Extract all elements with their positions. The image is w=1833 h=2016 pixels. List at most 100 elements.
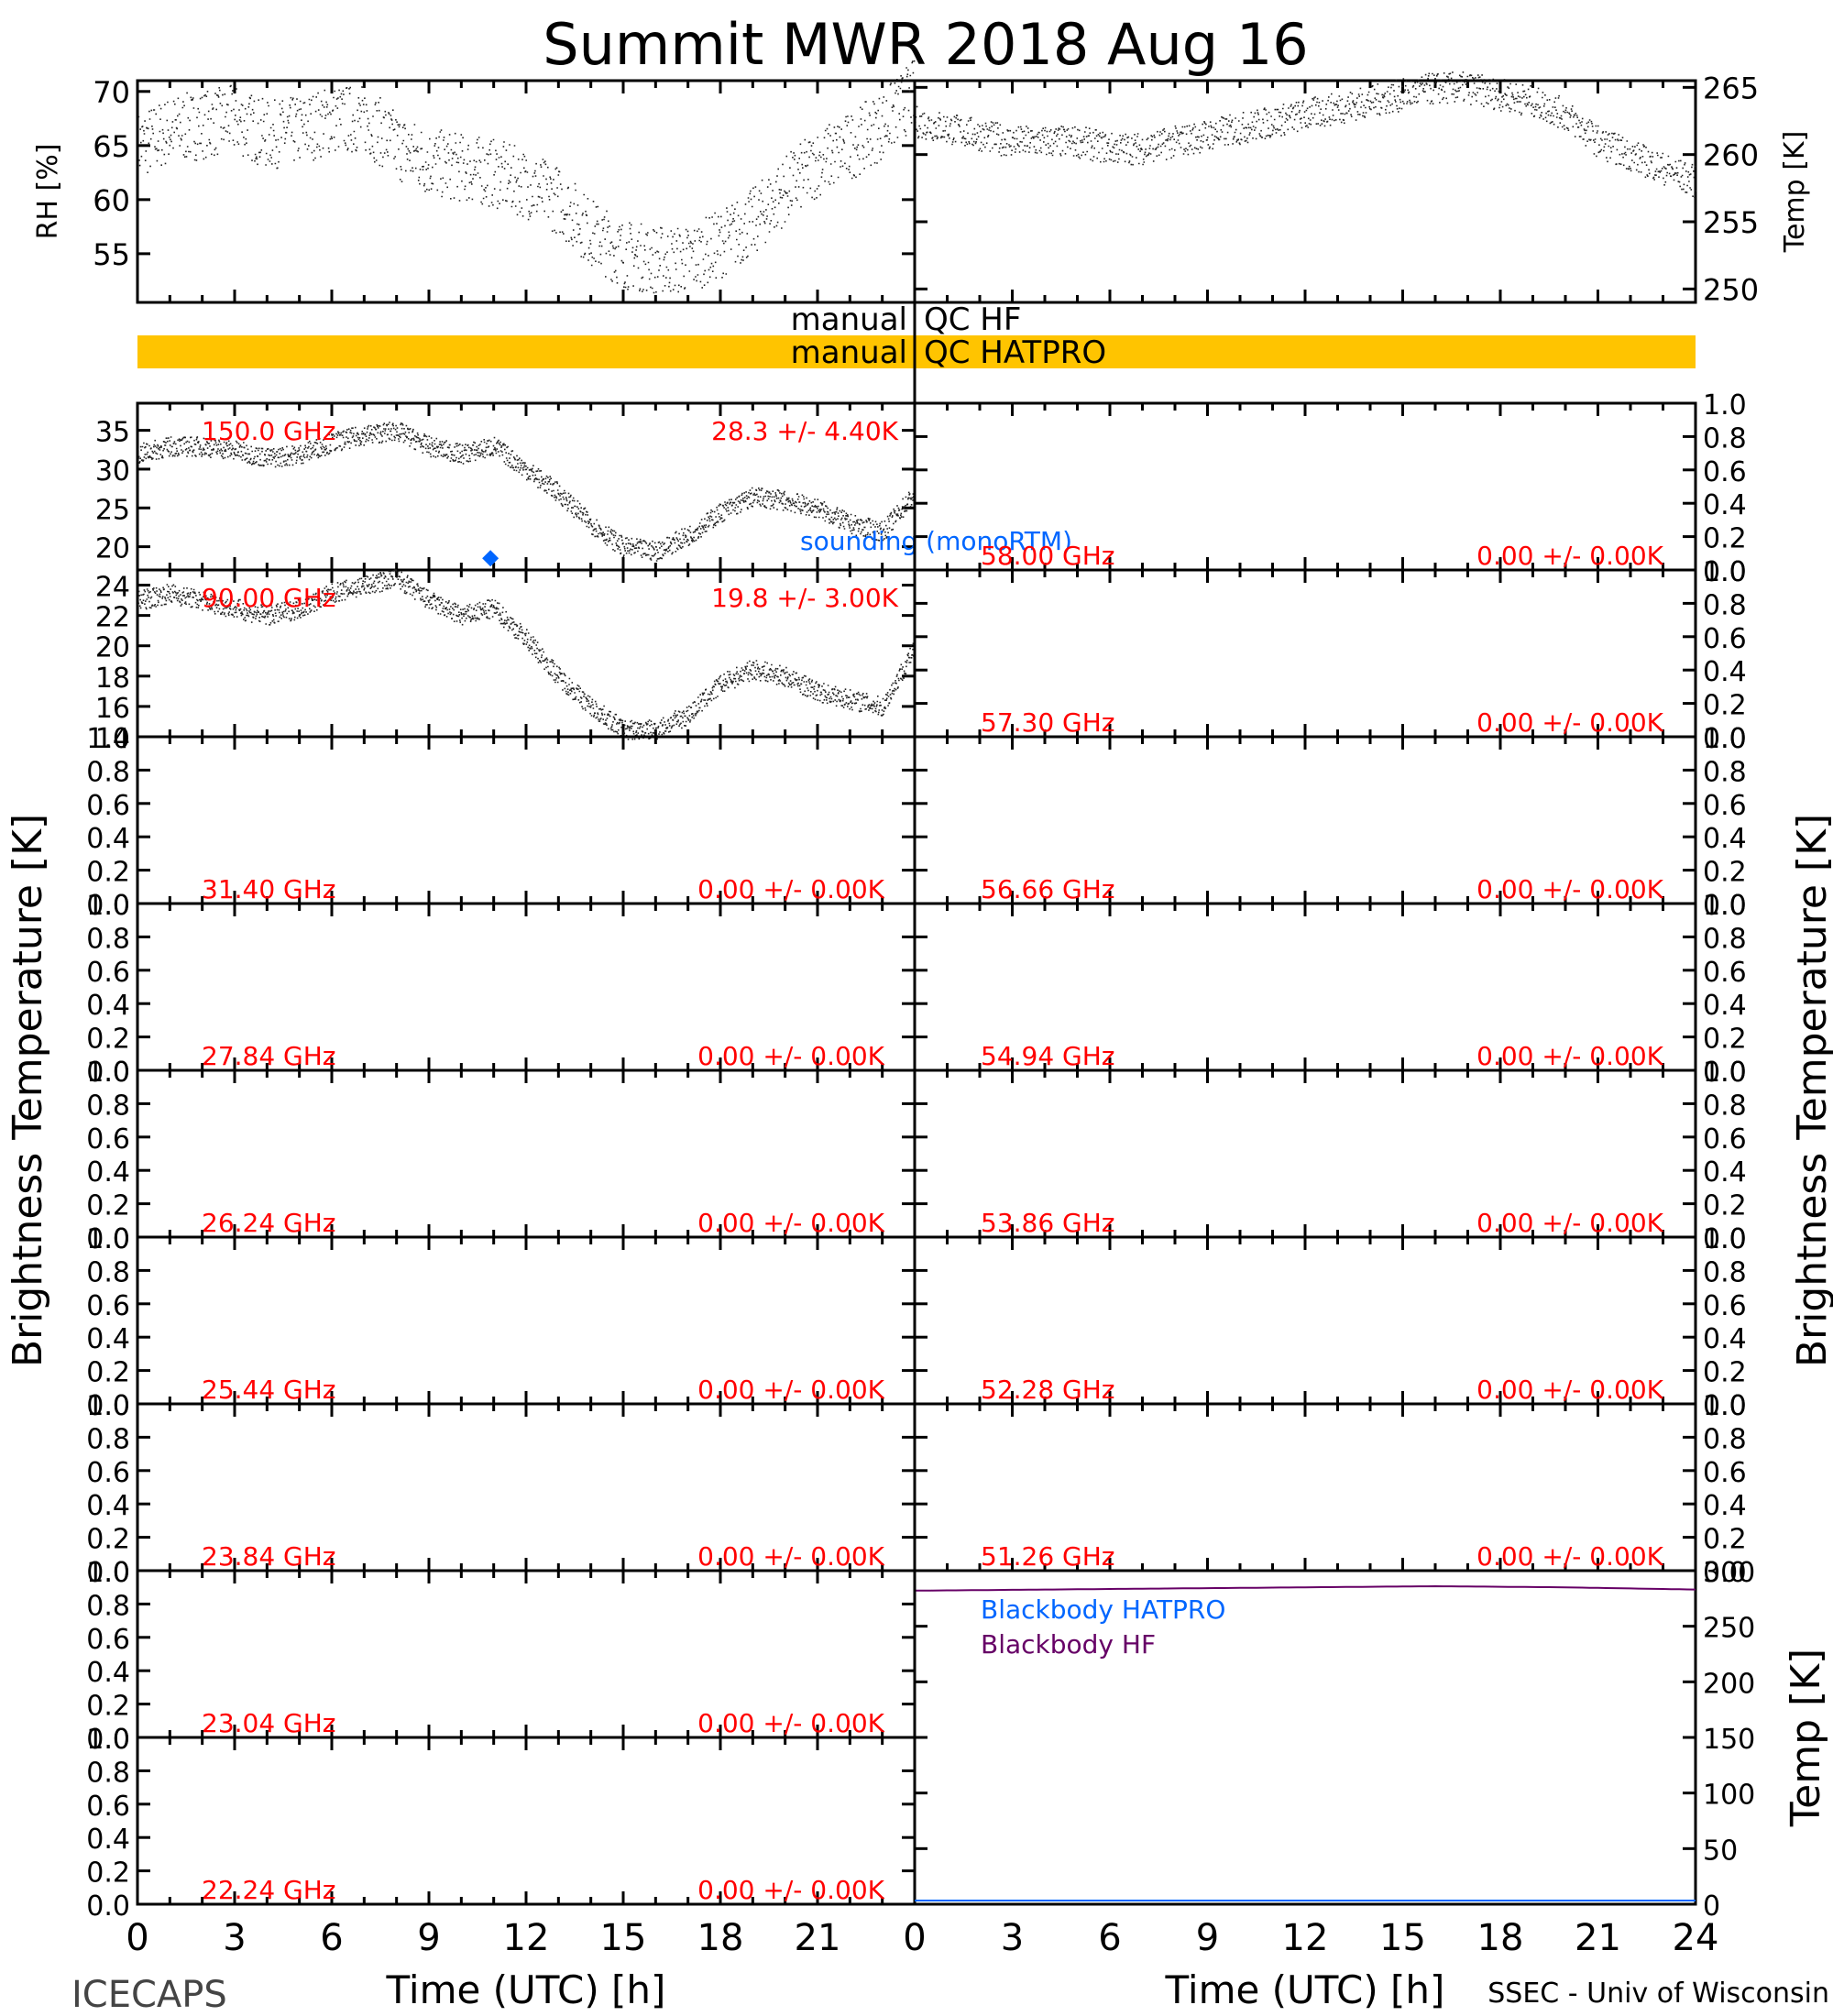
channel-freq-label: 52.28 GHz	[981, 1375, 1115, 1405]
channel-stats-label: 0.00 +/- 0.00K	[1476, 1041, 1663, 1071]
y-tick-label: 0.0	[1703, 890, 1747, 922]
y-tick-label: 0.4	[1703, 1323, 1747, 1355]
rh-series	[137, 60, 916, 294]
channel-freq-label: 51.26 GHz	[981, 1541, 1115, 1572]
y-tick-label: 16	[95, 693, 130, 725]
tb-left-column: 20 25 30 35 150.0 GHz 28.3 +/- 4.40K sounding …	[86, 401, 1072, 1923]
y-tick-label: 30	[95, 455, 130, 488]
y-tick-label: 0.6	[1703, 1457, 1747, 1489]
y-tick-label: 0.4	[1703, 489, 1747, 521]
time-tick-label-left: 9	[417, 1917, 440, 1959]
y-tick-label: 0.2	[86, 1524, 130, 1556]
y-tick-label: 0.4	[86, 1490, 130, 1522]
y-tick-label: 1.0	[86, 1724, 130, 1756]
blackbody-hf-line	[915, 1584, 1696, 1592]
y-tick-label: 55	[93, 237, 130, 272]
time-tick-label-right: 3	[1001, 1917, 1024, 1959]
y-tick-label: 0.2	[1703, 1190, 1747, 1222]
y-tick-label: 0.2	[86, 1024, 130, 1056]
time-tick-label-left: 12	[503, 1917, 550, 1959]
time-tick-label-right: 6	[1098, 1917, 1121, 1959]
y-tick-label: 0.0	[86, 1557, 130, 1589]
y-tick-label: 0.0	[1703, 723, 1747, 755]
time-tick-label-right: 21	[1575, 1917, 1621, 1959]
legend-blackbody-hf: Blackbody HF	[981, 1629, 1156, 1660]
channel-freq-label: 53.86 GHz	[981, 1208, 1115, 1238]
brightness-temperature-left-label: Brightness Temperature [K]	[5, 814, 51, 1367]
channel-freq-label: 31.40 GHz	[202, 874, 336, 904]
y-tick-label: 0.8	[1703, 756, 1747, 788]
y-tick-label: 260	[1703, 138, 1759, 173]
channel-freq-label: 57.30 GHz	[981, 707, 1115, 738]
channel-freq-label: 26.24 GHz	[202, 1208, 336, 1238]
brightness-temperature-right-label: Brightness Temperature [K]	[1789, 814, 1833, 1367]
channel-stats-label: 0.00 +/- 0.00K	[1476, 541, 1663, 571]
y-tick-label: 50	[1703, 1835, 1738, 1867]
y-tick-label: 0.6	[1703, 623, 1747, 655]
temp-axis-label: Temp [K]	[1779, 131, 1811, 254]
y-tick-label: 265	[1703, 71, 1759, 105]
channel-stats-label: 0.00 +/- 0.00K	[697, 1708, 884, 1738]
time-tick-label-left: 3	[223, 1917, 246, 1959]
y-tick-label: 0.6	[1703, 1290, 1747, 1322]
y-tick-label: 0.8	[86, 1423, 130, 1455]
y-tick-label: 0.2	[1703, 1024, 1747, 1056]
legend-blackbody-hatpro: Blackbody HATPRO	[981, 1594, 1225, 1625]
y-tick-label: 0.0	[86, 1890, 130, 1923]
channel-stats-label: 0.00 +/- 0.00K	[1476, 707, 1663, 738]
y-tick-label: 0.4	[86, 1657, 130, 1689]
time-tick-label-left: 6	[320, 1917, 343, 1959]
rh-panel-frame	[136, 79, 916, 304]
y-tick-label: 0.2	[86, 1857, 130, 1890]
channel-stats-label: 0.00 +/- 0.00K	[697, 1875, 884, 1905]
y-tick-label: 1.0	[86, 890, 130, 922]
y-tick-label: 24	[95, 572, 130, 604]
sounding-point	[482, 550, 499, 567]
time-tick-label-right: 24	[1673, 1917, 1719, 1959]
y-tick-label: 0.8	[1703, 1423, 1747, 1455]
channel-freq-label: 58.00 GHz	[981, 541, 1115, 571]
qc-panel: manual QC HF manual QC HATPRO	[137, 301, 1696, 371]
channel-freq-label: 56.66 GHz	[981, 874, 1115, 904]
y-tick-label: 0.6	[86, 957, 130, 989]
y-tick-label: 0.4	[86, 1824, 130, 1856]
y-tick-label: 250	[1703, 272, 1759, 307]
y-tick-label: 200	[1703, 1668, 1755, 1700]
y-tick-label: 0.8	[86, 923, 130, 955]
y-tick-label: 0.8	[86, 1590, 130, 1622]
time-tick-label-right: 9	[1196, 1917, 1219, 1959]
y-tick-label: 0.0	[1703, 1390, 1747, 1422]
y-tick-label: 0.2	[1703, 857, 1747, 889]
y-tick-label: 0.6	[1703, 1123, 1747, 1156]
channel-stats-label: 0.00 +/- 0.00K	[1476, 874, 1663, 904]
time-axis-label-right: Time (UTC) [h]	[1165, 1967, 1445, 2012]
time-tick-label-left: 18	[697, 1917, 744, 1959]
figure-title: Summit MWR 2018 Aug 16	[543, 11, 1308, 78]
y-tick-label: 0.8	[1703, 1090, 1747, 1122]
sounding-label: sounding (monoRTM)	[800, 526, 1072, 556]
y-tick-label: 0.4	[1703, 990, 1747, 1022]
y-tick-label: 0.6	[86, 1624, 130, 1656]
y-tick-label: 60	[93, 183, 130, 218]
met-panel: 55 60 65 70 250 255 260 265 RH [%] Temp [K]	[32, 60, 1811, 307]
y-tick-label: 0	[1703, 1890, 1720, 1923]
time-tick-label-right: 0	[903, 1917, 926, 1959]
y-tick-label: 1.0	[86, 1223, 130, 1255]
blackbody-panel: 0 50 100 150 200 250 300 Temp [K] Blackbody HATP…	[913, 1557, 1829, 1923]
y-tick-label: 25	[95, 494, 130, 526]
y-tick-label: 0.2	[1703, 1357, 1747, 1389]
y-tick-label: 0.6	[86, 1290, 130, 1322]
time-tick-label-left: 15	[600, 1917, 647, 1959]
tb-right-column: 0.00.20.40.60.81.058.00 GHz 0.00 +/- 0.00…	[913, 389, 1747, 1589]
footer-ssec: SSEC - Univ of Wisconsin	[1487, 1978, 1829, 2010]
channel-stats-label: 0.00 +/- 0.00K	[1476, 1541, 1663, 1572]
channel-freq-label: 150.0 GHz	[202, 416, 336, 446]
y-tick-label: 0.2	[86, 1691, 130, 1723]
y-tick-label: 20	[95, 632, 130, 664]
y-tick-label: 0.8	[86, 756, 130, 788]
temp-panel-frame	[913, 79, 1697, 304]
y-tick-label: 0.0	[1703, 1057, 1747, 1089]
y-tick-label: 300	[1703, 1557, 1755, 1589]
y-tick-label: 1.0	[1703, 1223, 1747, 1255]
y-tick-label: 0.6	[86, 1123, 130, 1156]
